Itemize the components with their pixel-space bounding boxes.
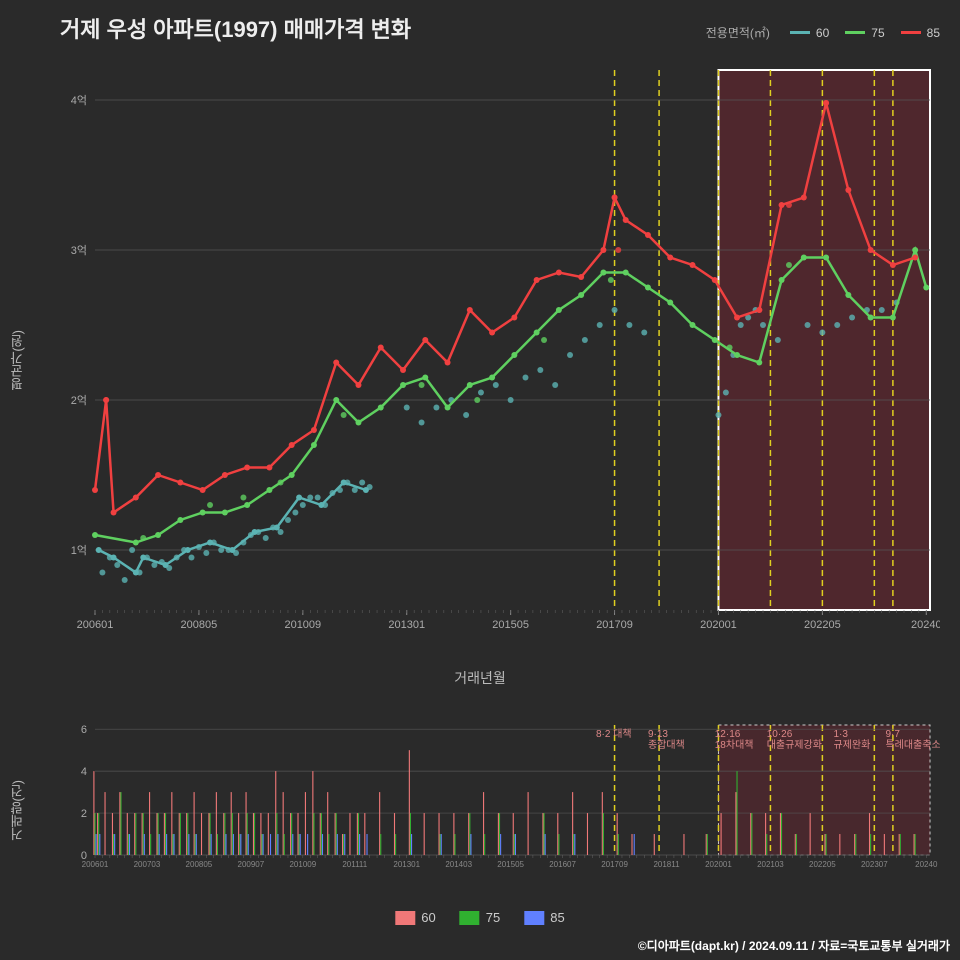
svg-text:1억: 1억 [71,544,87,557]
svg-text:6: 6 [81,724,87,736]
legend-item-75: 75 [845,26,884,40]
svg-text:201403: 201403 [445,860,472,869]
legend-line-icon [901,31,921,34]
svg-text:200601: 200601 [82,860,109,869]
svg-text:202307: 202307 [861,860,888,869]
svg-text:201301: 201301 [388,619,425,631]
svg-text:201607: 201607 [549,860,576,869]
svg-text:12·16: 12·16 [715,729,741,740]
svg-text:9·13: 9·13 [648,729,668,740]
legend-text: 60 [816,26,829,40]
volume-chart: 0246200601200703200805200907201009201111… [50,720,940,880]
svg-text:2: 2 [81,808,87,820]
svg-text:9·7: 9·7 [885,729,900,740]
legend-box-icon [524,911,544,925]
svg-text:2억: 2억 [71,394,87,407]
svg-text:종합대책: 종합대책 [648,739,685,751]
svg-text:특례대출축소: 특례대출축소 [885,739,940,751]
svg-text:규제완화: 규제완화 [834,739,871,751]
svg-text:10·26: 10·26 [767,729,793,740]
svg-text:20240: 20240 [915,860,938,869]
chart-title: 거제 우성 아파트(1997) 매매가격 변화 [60,12,411,44]
svg-text:200907: 200907 [238,860,265,869]
legend-item-60: 60 [790,26,829,40]
svg-text:202103: 202103 [757,860,784,869]
legend-line-icon [845,31,865,34]
svg-text:18차대책: 18차대책 [715,739,754,751]
legend-box-85: 85 [524,910,564,925]
svg-text:201009: 201009 [284,619,321,631]
svg-text:202205: 202205 [809,860,836,869]
svg-text:8·2 대책: 8·2 대책 [596,728,632,740]
legend-box-75: 75 [460,910,500,925]
x-axis-label: 거래년월 [454,668,506,688]
svg-text:1·3: 1·3 [834,729,849,740]
svg-text:201505: 201505 [492,619,529,631]
footer-credit: ©디아파트(dapt.kr) / 2024.09.11 / 자료=국토교통부 실… [638,937,950,954]
svg-text:201811: 201811 [653,860,680,869]
svg-text:202001: 202001 [700,619,737,631]
svg-text:202205: 202205 [804,619,841,631]
svg-text:3억: 3억 [71,244,87,257]
svg-text:201709: 201709 [596,619,633,631]
svg-text:20240: 20240 [911,619,940,631]
legend-text: 85 [550,910,564,925]
svg-text:대출규제강화: 대출규제강화 [767,739,822,751]
legend-box-icon [395,911,415,925]
legend-box-60: 60 [395,910,435,925]
legend-line-icon [790,31,810,34]
legend-label: 전용면적(㎡) [706,24,770,41]
y-axis-label-bottom: 거래량(건) [8,780,27,841]
bottom-legend: 60 75 85 [395,910,564,925]
legend-text: 75 [486,910,500,925]
svg-text:200601: 200601 [77,619,114,631]
svg-text:4: 4 [81,766,87,778]
svg-text:201009: 201009 [289,860,316,869]
top-legend: 전용면적(㎡) 60 75 85 [706,24,940,41]
svg-text:200805: 200805 [186,860,213,869]
svg-text:201709: 201709 [601,860,628,869]
svg-text:202001: 202001 [705,860,732,869]
y-axis-label-top: 평균가(원) [8,330,27,391]
svg-text:4억: 4억 [71,94,87,107]
svg-text:201111: 201111 [342,860,367,869]
legend-box-icon [460,911,480,925]
svg-text:200703: 200703 [134,860,161,869]
legend-text: 60 [421,910,435,925]
price-chart: 1억 2억 3억 4억 200601 200805 201009 201301 201505 20… [50,60,940,650]
legend-text: 75 [871,26,884,40]
legend-item-85: 85 [901,26,940,40]
legend-text: 85 [927,26,940,40]
svg-text:201505: 201505 [497,860,524,869]
svg-text:200805: 200805 [181,619,218,631]
svg-text:201301: 201301 [393,860,420,869]
